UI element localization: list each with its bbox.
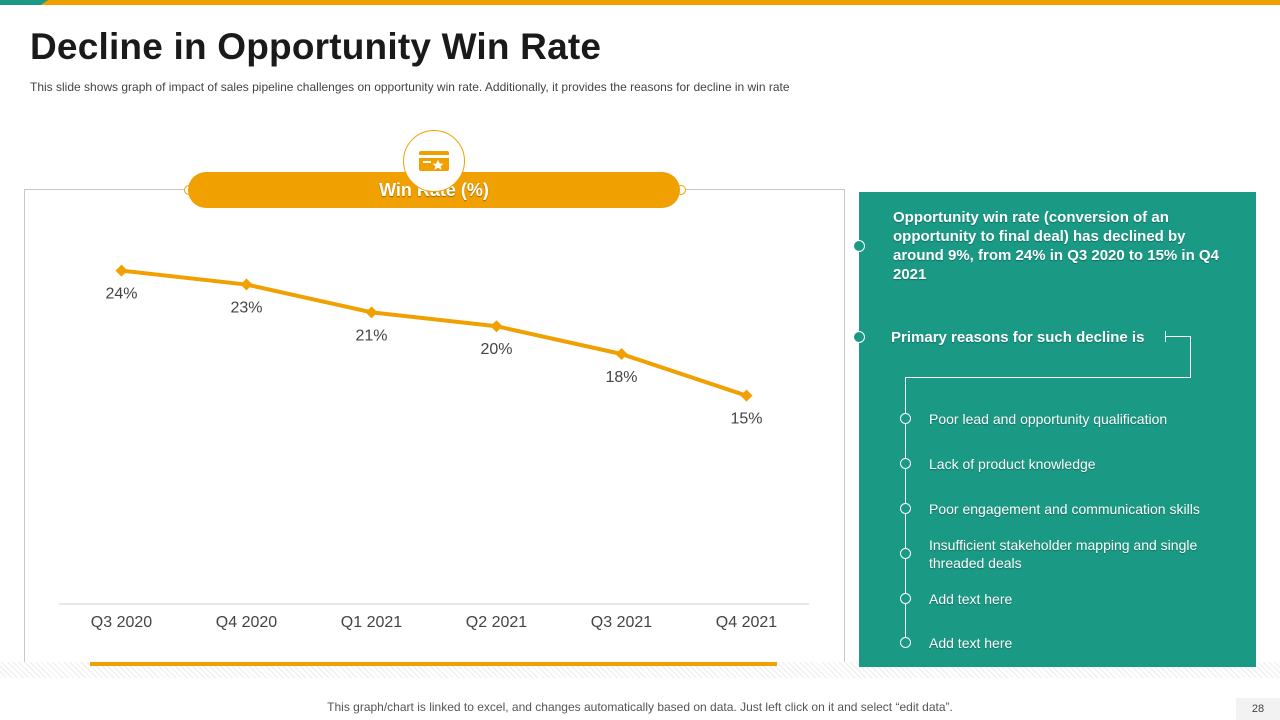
reason-dot-3	[900, 503, 911, 514]
data-label-3: 21%	[355, 327, 387, 344]
reason-item-3: Poor engagement and communication skills	[929, 501, 1200, 517]
top-accent-bar	[0, 0, 1280, 5]
reason-dot-2	[900, 458, 911, 469]
data-point-6	[740, 389, 753, 402]
reason-dot-4	[900, 548, 911, 559]
bracket-top	[905, 377, 1191, 378]
chart-frame	[24, 189, 845, 665]
data-point-1	[115, 264, 128, 277]
reason-item-5: Add text here	[929, 591, 1013, 607]
slide-title: Decline in Opportunity Win Rate	[30, 26, 602, 67]
x-tick-label-1: Q3 2020	[91, 614, 152, 631]
x-tick-label-6: Q4 2021	[716, 614, 777, 631]
series-line-win-rate	[119, 268, 749, 398]
bracket-right-horizontal	[1165, 336, 1191, 337]
insight-panel: Opportunity win rate (conversion of an o…	[853, 192, 1256, 667]
reason-item-2: Lack of product knowledge	[929, 456, 1096, 472]
reason-item-6: Add text here	[929, 635, 1013, 651]
panel-dot-lead	[853, 240, 865, 252]
reason-dot-1	[900, 413, 911, 424]
reason-item-4: Insufficient stakeholder mapping and sin…	[929, 537, 1198, 571]
footer-note: This graph/chart is linked to excel, and…	[327, 700, 953, 714]
line-chart[interactable]: Q3 2020 Q4 2020 Q1 2021 Q2 2021 Q3 2021 Q4 20…	[24, 189, 846, 665]
data-point-4	[490, 320, 503, 333]
bottom-orange-bar	[90, 662, 777, 666]
data-label-2: 23%	[230, 300, 262, 317]
data-label-1: 24%	[105, 286, 137, 303]
wallet-star-icon	[419, 151, 449, 171]
page-number: 28	[1236, 698, 1280, 720]
x-tick-label-3: Q1 2021	[341, 614, 402, 631]
panel-dot-reasons	[853, 331, 865, 343]
data-label-5: 18%	[605, 369, 637, 386]
reason-item-1: Poor lead and opportunity qualification	[929, 411, 1168, 427]
data-point-5	[615, 348, 628, 360]
slide-subtitle: This slide shows graph of impact of sale…	[30, 80, 790, 94]
reason-dot-6	[900, 637, 911, 648]
panel-lead-text: Opportunity win rate (conversion of an o…	[893, 209, 1219, 283]
x-tick-label-2: Q4 2020	[216, 614, 277, 631]
data-point-3	[365, 306, 378, 319]
reason-dot-5	[900, 593, 911, 604]
x-tick-label-5: Q3 2021	[591, 614, 652, 631]
data-label-4: 20%	[480, 341, 512, 358]
data-label-6: 15%	[730, 411, 762, 428]
x-tick-label-4: Q2 2021	[466, 614, 527, 631]
panel-reason-heading: Primary reasons for such decline is	[891, 329, 1145, 346]
data-point-2	[240, 278, 253, 291]
chart-icon-badge	[403, 130, 465, 192]
bracket-right-vertical	[1190, 336, 1191, 378]
top-teal-accent	[0, 0, 48, 5]
